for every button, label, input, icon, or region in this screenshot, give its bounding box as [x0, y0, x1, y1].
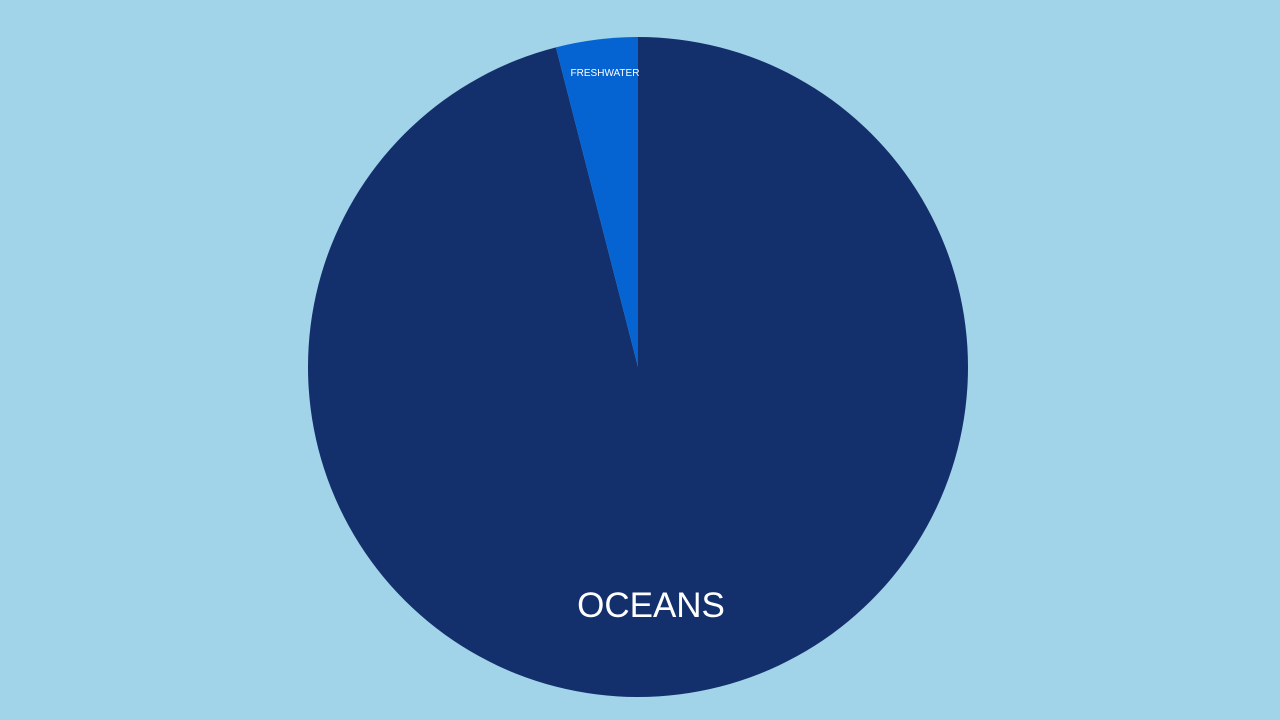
pie-slice-freshwater [555, 37, 638, 367]
slice-label-oceans: OCEANS [577, 586, 725, 625]
slice-label-freshwater: FRESHWATER [571, 68, 640, 79]
